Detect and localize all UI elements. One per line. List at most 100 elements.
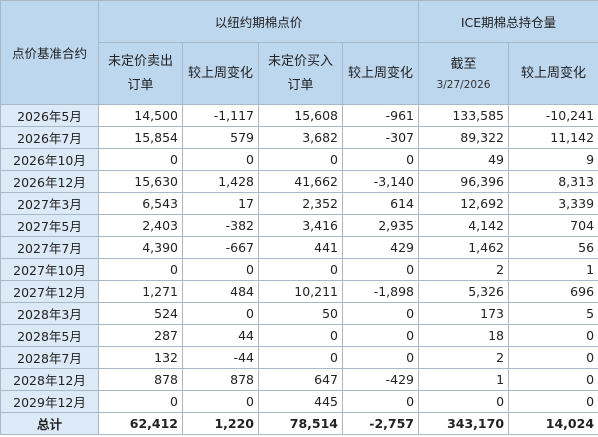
cell-change-3: 11,142 (508, 126, 598, 149)
cell-change-3: 0 (508, 324, 598, 347)
cell-change-1: 1,428 (182, 170, 259, 193)
cell-change-3: -10,241 (508, 104, 598, 127)
cell-unpriced-buy: 3,682 (258, 126, 343, 149)
table-row: 2027年5月 2,403 -382 3,416 2,935 4,142 704 (0, 214, 598, 237)
total-change-1: 1,220 (182, 412, 259, 435)
cell-change-2: 0 (341, 258, 420, 281)
header-group-ny: 以纽约期棉点价 (97, 0, 420, 43)
cell-change-3: 8,313 (508, 170, 598, 193)
total-label: 总计 (0, 412, 99, 435)
table-row: 2027年3月 6,543 17 2,352 614 12,692 3,339 (0, 192, 598, 215)
cell-unpriced-buy: 2,352 (258, 192, 343, 215)
cell-unpriced-sell: 2,403 (98, 214, 183, 237)
cell-change-2: 2,935 (341, 214, 420, 237)
cell-open-interest: 1 (418, 368, 510, 391)
cell-open-interest: 18 (418, 324, 510, 347)
cell-unpriced-sell: 524 (98, 302, 183, 325)
row-label: 2027年12月 (0, 280, 99, 303)
cell-unpriced-buy: 0 (258, 258, 343, 281)
row-label: 2028年7月 (0, 346, 99, 369)
cell-open-interest: 173 (418, 302, 510, 325)
cell-change-3: 0 (508, 346, 598, 369)
header-change-1: 较上周变化 (182, 42, 259, 105)
cell-unpriced-buy: 0 (258, 324, 343, 347)
table-row: 2027年7月 4,390 -667 441 429 1,462 56 (0, 236, 598, 259)
cell-change-2: 614 (341, 192, 420, 215)
cell-unpriced-buy: 50 (258, 302, 343, 325)
cell-unpriced-sell: 15,630 (98, 170, 183, 193)
cell-change-1: -382 (182, 214, 259, 237)
table-row: 2028年7月 132 -44 0 0 2 0 (0, 346, 598, 369)
cell-change-2: -429 (341, 368, 420, 391)
cell-change-3: 5 (508, 302, 598, 325)
cell-open-interest: 49 (418, 148, 510, 171)
cell-change-2: 0 (341, 324, 420, 347)
cell-unpriced-sell: 132 (98, 346, 183, 369)
cell-change-2: -961 (341, 104, 420, 127)
row-label: 2027年5月 (0, 214, 99, 237)
header-as-of-label: 截至 (450, 56, 477, 72)
cell-change-1: 17 (182, 192, 259, 215)
cell-change-1: 579 (182, 126, 259, 149)
row-label: 2026年7月 (0, 126, 99, 149)
header-change-1-label: 较上周变化 (187, 65, 253, 81)
cell-change-3: 0 (508, 390, 598, 413)
cell-open-interest: 5,326 (418, 280, 510, 303)
cell-unpriced-buy: 3,416 (258, 214, 343, 237)
table-row: 2026年5月 14,500 -1,117 15,608 -961 133,58… (0, 104, 598, 127)
table-row: 2026年7月 15,854 579 3,682 -307 89,322 11,… (0, 126, 598, 149)
row-label: 2027年7月 (0, 236, 99, 259)
cell-unpriced-sell: 15,854 (98, 126, 183, 149)
cell-unpriced-sell: 1,271 (98, 280, 183, 303)
header-as-of: 截至 3/27/2026 (418, 42, 510, 105)
total-open-interest: 343,170 (418, 412, 510, 435)
cell-change-2: 0 (341, 302, 420, 325)
cell-open-interest: 133,585 (418, 104, 510, 127)
row-label: 2028年5月 (0, 324, 99, 347)
cell-change-1: 0 (182, 390, 259, 413)
header-change-2-label: 较上周变化 (348, 65, 414, 81)
header-group-ice: ICE期棉总持仓量 (418, 0, 598, 43)
cell-open-interest: 0 (418, 390, 510, 413)
table-row: 2028年12月 878 878 647 -429 1 0 (0, 368, 598, 391)
cell-change-2: 0 (341, 346, 420, 369)
table-row: 2026年10月 0 0 0 0 49 9 (0, 148, 598, 171)
cell-change-3: 9 (508, 148, 598, 171)
total-row: 总计 62,412 1,220 78,514 -2,757 343,170 14… (0, 412, 598, 435)
cell-unpriced-sell: 878 (98, 368, 183, 391)
row-label: 2028年3月 (0, 302, 99, 325)
cell-change-2: 0 (341, 390, 420, 413)
cell-unpriced-buy: 441 (258, 236, 343, 259)
cell-change-1: -667 (182, 236, 259, 259)
cell-change-1: 484 (182, 280, 259, 303)
cell-unpriced-sell: 4,390 (98, 236, 183, 259)
row-label: 2026年12月 (0, 170, 99, 193)
cell-open-interest: 1,462 (418, 236, 510, 259)
row-label: 2026年5月 (0, 104, 99, 127)
cell-open-interest: 12,692 (418, 192, 510, 215)
cell-change-3: 3,339 (508, 192, 598, 215)
cell-unpriced-buy: 647 (258, 368, 343, 391)
cell-open-interest: 4,142 (418, 214, 510, 237)
cell-unpriced-sell: 6,543 (98, 192, 183, 215)
cell-unpriced-buy: 445 (258, 390, 343, 413)
header-unpriced-buy: 未定价买入订单 (258, 42, 343, 105)
cell-change-3: 1 (508, 258, 598, 281)
cell-change-3: 0 (508, 368, 598, 391)
cell-change-1: 0 (182, 148, 259, 171)
table-row: 2028年5月 287 44 0 0 18 0 (0, 324, 598, 347)
total-change-2: -2,757 (341, 412, 420, 435)
cell-unpriced-sell: 287 (98, 324, 183, 347)
row-label: 2029年12月 (0, 390, 99, 413)
header-contract: 点价基准合约 (0, 0, 99, 105)
table-row: 2028年3月 524 0 50 0 173 5 (0, 302, 598, 325)
cell-change-3: 56 (508, 236, 598, 259)
table-row: 2029年12月 0 0 445 0 0 0 (0, 390, 598, 413)
table-row: 2027年10月 0 0 0 0 2 1 (0, 258, 598, 281)
row-label: 2027年10月 (0, 258, 99, 281)
header-unpriced-sell: 未定价卖出订单 (98, 42, 183, 105)
cell-unpriced-buy: 0 (258, 346, 343, 369)
cell-unpriced-sell: 0 (98, 148, 183, 171)
cell-change-1: -44 (182, 346, 259, 369)
